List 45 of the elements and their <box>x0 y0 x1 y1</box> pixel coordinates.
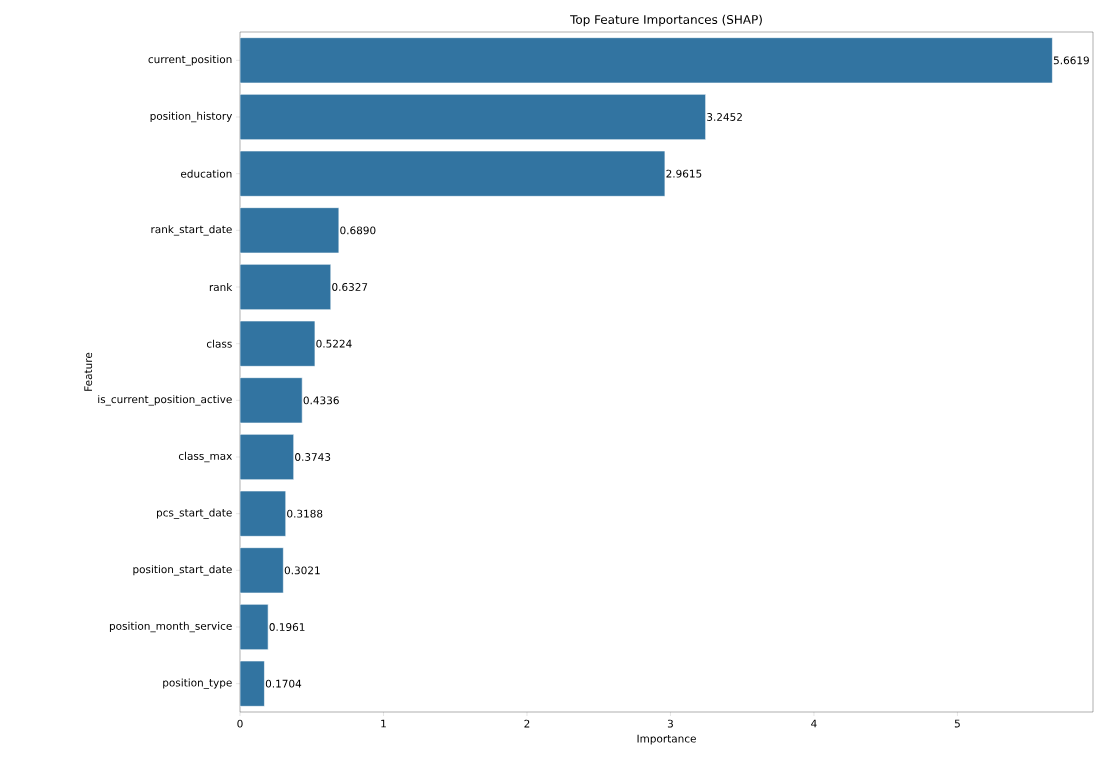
bar <box>240 604 269 650</box>
x-tick-label: 3 <box>667 719 673 728</box>
x-tick-label: 2 <box>524 719 530 728</box>
data-label: 0.3743 <box>295 453 331 461</box>
bar <box>240 207 340 254</box>
y-tick-label: position_history <box>150 111 233 123</box>
y-axis-title: Feature <box>84 352 93 391</box>
y-tick-label: position_type <box>163 678 232 689</box>
bar <box>240 264 332 310</box>
bar <box>240 37 1053 84</box>
data-label: 2.9615 <box>666 169 702 178</box>
data-label: 0.6327 <box>332 283 368 291</box>
y-tick-label: pcs_start_date <box>157 508 232 519</box>
data-label: 5.6619 <box>1053 56 1089 65</box>
y-tick-label: current_position <box>148 55 232 66</box>
y-tick-label: position_start_date <box>133 565 232 576</box>
chart-title: Top Feature Importances (SHAP) <box>570 14 762 27</box>
bar <box>240 94 706 140</box>
x-tick-label: 1 <box>381 719 386 728</box>
y-tick-label: rank_start_date <box>151 225 232 236</box>
bar <box>240 320 316 367</box>
data-label: 0.4336 <box>303 396 339 405</box>
x-axis-title: Importance <box>637 734 696 745</box>
y-tick-label: class <box>206 339 232 348</box>
data-label: 3.2452 <box>707 113 742 121</box>
y-tick-label: rank <box>209 282 233 292</box>
bar <box>240 490 287 537</box>
data-label: 0.1704 <box>265 679 302 688</box>
y-tick-label: class_max <box>178 451 232 463</box>
bar <box>240 377 303 424</box>
x-tick-label: 5 <box>954 719 960 728</box>
data-label: 0.5224 <box>316 339 352 348</box>
x-tick-label: 4 <box>811 719 817 728</box>
bar <box>240 660 265 707</box>
data-label: 0.3188 <box>287 509 323 518</box>
data-label: 0.1961 <box>269 623 305 631</box>
y-tick-label: position_month_service <box>109 621 232 633</box>
data-label: 0.6890 <box>340 226 376 235</box>
x-tick-label: 0 <box>237 719 243 728</box>
data-label: 0.3021 <box>284 566 320 575</box>
bar <box>240 150 666 197</box>
bar <box>240 434 295 480</box>
bar <box>240 547 284 594</box>
y-tick-label: education <box>180 169 232 178</box>
y-tick-label: is_current_position_active <box>98 395 232 406</box>
